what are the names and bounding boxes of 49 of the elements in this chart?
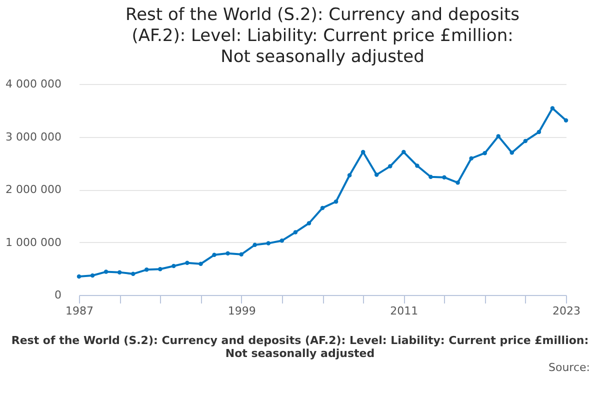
point xyxy=(198,262,203,266)
point xyxy=(280,238,284,243)
point xyxy=(239,252,244,256)
y-tick-label: 2 000 000 xyxy=(6,183,62,196)
point xyxy=(172,264,176,268)
point xyxy=(158,267,162,272)
point xyxy=(252,242,257,248)
point xyxy=(117,270,122,274)
point xyxy=(374,172,379,177)
point xyxy=(320,206,325,210)
y-tick-label: 4 000 000 xyxy=(6,78,62,90)
y-tick-label: 0 xyxy=(54,288,62,302)
point xyxy=(456,180,460,185)
point xyxy=(442,175,446,180)
point xyxy=(388,164,392,168)
point xyxy=(510,150,514,155)
point xyxy=(482,150,487,156)
point xyxy=(130,272,136,276)
point xyxy=(334,200,338,204)
y-tick-label: 1 000 000 xyxy=(6,236,62,249)
text: Rest of the World (S.2): Currency and deposits (AF.2): Level: Liability: Current price £million: Not seasonally adjusted xyxy=(10,334,590,360)
chart-title: Rest of the World (S.2): Currency and deposits (AF.2): Level: Liability: Current price £million: Not seasonally adjusted xyxy=(126,5,520,67)
point xyxy=(347,173,352,178)
point xyxy=(266,241,271,246)
point xyxy=(564,118,568,123)
point xyxy=(428,174,433,179)
point xyxy=(90,273,95,278)
point xyxy=(523,138,528,144)
point xyxy=(306,221,312,226)
x-tick-label: 2023 xyxy=(552,304,580,318)
point xyxy=(496,134,500,138)
point xyxy=(104,270,108,274)
point xyxy=(550,106,555,110)
point xyxy=(360,150,366,154)
x-tick-label: 1987 xyxy=(66,304,94,318)
point xyxy=(226,251,230,256)
point xyxy=(185,260,190,265)
point xyxy=(536,130,542,134)
point xyxy=(402,150,406,154)
point xyxy=(144,268,149,272)
point xyxy=(293,230,298,234)
y-tick-label: 3 000 000 xyxy=(6,130,62,144)
point xyxy=(76,274,82,279)
x-tick-label: 2011 xyxy=(390,304,418,318)
x-tick-label: 1999 xyxy=(228,304,256,318)
point xyxy=(469,156,474,160)
point xyxy=(415,164,420,168)
source-note: Source: xyxy=(548,360,591,375)
point xyxy=(212,252,216,258)
